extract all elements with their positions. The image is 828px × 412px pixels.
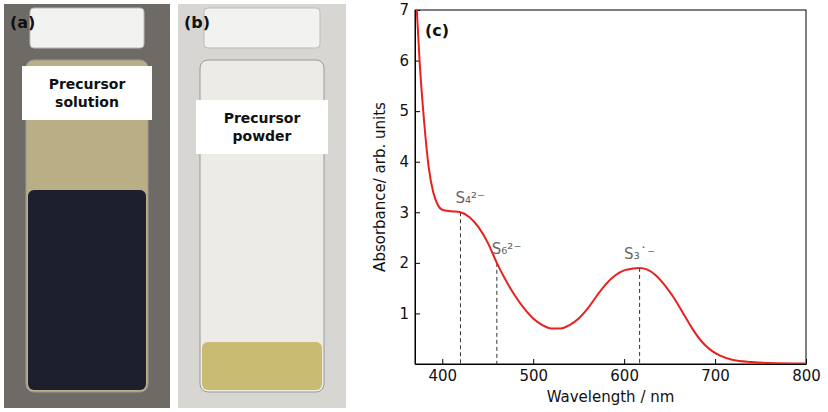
x-axis-title: Wavelength / nm: [547, 388, 675, 406]
y-axis-title: Absorbance/ arb. units: [371, 102, 389, 272]
axis-line: [416, 364, 807, 365]
tick-label: 400: [428, 367, 457, 385]
tick-label: 4: [399, 153, 409, 171]
tick: 500: [519, 359, 548, 385]
tick-mark: [533, 359, 534, 364]
tick-mark: [415, 111, 420, 112]
tick-mark: [806, 359, 807, 364]
vial-cap: [204, 8, 320, 48]
tick-label: 1: [399, 305, 409, 323]
caption-box: [22, 66, 152, 120]
tick-label: 800: [792, 367, 821, 385]
tick-mark: [415, 263, 420, 264]
tick: 400: [428, 359, 457, 385]
tick: 2: [399, 254, 420, 272]
tick: 3: [399, 204, 420, 222]
tick-mark: [442, 359, 443, 364]
tick-label: 6: [399, 52, 409, 70]
annotation-line: [460, 212, 461, 364]
photo-panel: Precursorpowder (b): [178, 4, 346, 408]
tick-mark: [415, 313, 420, 314]
annotation-label: S₄²⁻: [455, 189, 484, 207]
spectrum-line: [417, 10, 806, 363]
annotation-line: [639, 268, 640, 364]
panel-label: (b): [184, 13, 210, 32]
tick-mark: [715, 359, 716, 364]
tick: 5: [399, 102, 420, 120]
vial-liquid: [28, 190, 146, 390]
panel-label: (a): [10, 13, 35, 32]
photo-background: [4, 4, 170, 408]
tick-label: 5: [399, 102, 409, 120]
tick-mark: [415, 162, 420, 163]
caption-box: [196, 100, 328, 154]
tick: 6: [399, 52, 420, 70]
annotation-label: S₆²⁻: [492, 240, 521, 258]
annotations: S₄²⁻ S₆²⁻ S₃˙⁻: [455, 189, 655, 263]
y-axis: 1 2 3 4 5 6 7: [399, 1, 420, 364]
plot-frame: [415, 10, 806, 364]
tick-label: 700: [701, 367, 730, 385]
annotation-line: [496, 263, 497, 364]
axis-line: [415, 11, 416, 365]
photo-background: [178, 4, 346, 408]
photo-panel: Precursorsolution (a): [4, 4, 170, 408]
figure: Precursorsolution (a) Precursorpowder (b) 40…: [0, 0, 828, 412]
tick-label: 2: [399, 254, 409, 272]
tick: 1: [399, 305, 420, 323]
tick-label: 500: [519, 367, 548, 385]
tick-label: 7: [399, 1, 409, 19]
tick-mark: [624, 359, 625, 364]
tick-label: 600: [610, 367, 639, 385]
plot-area: [417, 10, 806, 364]
tick: 600: [610, 359, 639, 385]
tick-label: 3: [399, 204, 409, 222]
vial-powder: [202, 342, 322, 390]
caption: Precursorsolution: [49, 76, 126, 110]
panel-label: (c): [425, 21, 449, 40]
tick: 700: [701, 359, 730, 385]
vial-cap: [30, 8, 144, 48]
tick-mark: [415, 212, 420, 213]
annotation-label: S₃˙⁻: [624, 245, 655, 263]
caption: Precursorpowder: [224, 110, 301, 144]
tick: 4: [399, 153, 420, 171]
